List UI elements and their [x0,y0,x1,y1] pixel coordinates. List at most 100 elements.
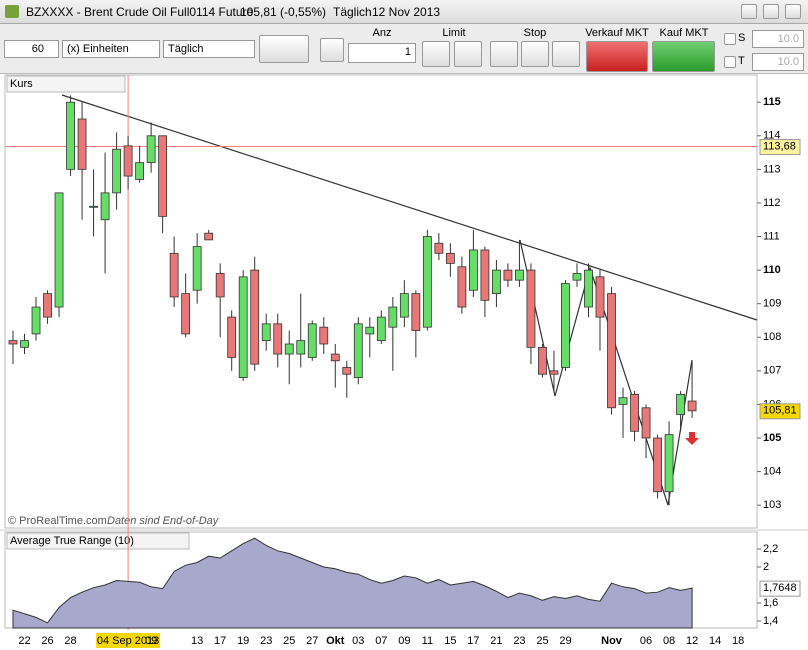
limit-buy[interactable] [422,41,450,67]
crosshair-label-box [759,139,801,156]
chart: Kurs Average True Range (10) © ProRealTi… [0,74,808,648]
toolbar: 60 (x) Einheiten Täglich Anz 1 Limit Sto… [0,24,808,74]
cursor-date-box [96,633,161,648]
t-check[interactable] [724,56,736,68]
y-tick-label: 108 [763,331,781,343]
candle-body [146,135,156,164]
period-select[interactable]: Täglich [163,40,255,58]
sell-button[interactable] [586,41,648,72]
s-value[interactable]: 10.0 [752,30,804,48]
atr-tick-label: 2,2 [763,543,778,555]
candle-body [411,293,421,331]
price-panel [4,74,758,529]
candle-body [227,316,237,358]
y-tick-label: 113 [763,163,781,175]
x-tick-label: 17 [467,635,479,647]
atr-last-label-box [759,580,801,597]
y-tick-label: 112 [763,197,781,209]
last-price-label-box [759,403,801,420]
y-tick-label: 115 [763,96,781,108]
candle-body [100,192,110,221]
x-tick-label: 27 [306,635,318,647]
candle-body [181,293,191,335]
x-tick-label: 18 [732,635,744,647]
candle-body [607,293,616,409]
x-tick-label: 06 [640,635,652,647]
candle-body [526,269,536,348]
close[interactable] [785,4,801,19]
candle-body [43,293,52,318]
candle-body [296,340,306,355]
candle-body [307,323,317,358]
data-note: Daten sind End-of-Day [107,515,220,527]
candle-body [8,340,18,345]
buy-button[interactable] [652,41,715,72]
candle-body [112,148,121,194]
candle-body [54,192,64,308]
candle-body [192,246,202,291]
x-tick-label: 13 [191,635,203,647]
candle-body [595,276,605,318]
title-bar: BZXXXX - Brent Crude Oil Full0114 Future… [0,0,808,24]
qty[interactable]: 1 [348,43,416,63]
y-tick-label: 107 [763,365,781,377]
period: Täglich [333,5,372,19]
candle-body [468,249,478,291]
y-tick-label: 103 [763,499,781,511]
candle-body [388,306,398,328]
candle-body [20,340,29,348]
y-tick-label: 104 [763,465,781,477]
candle-body [434,242,444,254]
candle-body [641,407,651,439]
candle-body [353,323,363,378]
x-tick-label: 22 [18,635,30,647]
candle-body [204,232,214,241]
candle-body [250,269,260,365]
candle-body [365,326,375,335]
atr-last-label: 1,7648 [763,582,797,594]
x-tick-label: 29 [559,635,571,647]
x-tick-label: Nov [601,635,623,647]
symbol: BZXXXX - Brent Crude Oil Full0114 Future [26,5,254,19]
settings-button[interactable] [320,38,344,62]
maximize[interactable] [763,4,779,19]
zigzag [519,239,693,506]
s-check[interactable] [724,33,736,45]
candle-body [584,269,593,308]
candle-body [561,283,570,368]
panel-header [6,75,126,93]
candle-body [238,276,248,378]
candle-body [123,145,133,177]
indicator-button[interactable] [259,35,309,63]
app-icon [5,5,19,18]
x-tick-label: 23 [513,635,525,647]
y-tick-label: 110 [763,264,781,276]
x-tick-label: 25 [536,635,548,647]
candle-body [538,346,547,375]
stop-other[interactable] [552,41,580,67]
stop-sell[interactable] [521,41,549,67]
candle-body [618,397,628,405]
atr-title: Average True Range (10) [10,535,134,547]
limit-sell[interactable] [454,41,482,67]
t-value[interactable]: 10.0 [752,53,804,71]
x-tick-label: 23 [260,635,272,647]
candle-body [215,273,225,298]
minimize[interactable] [741,4,757,19]
candle-body [664,434,674,493]
units-count[interactable]: 60 [4,40,59,58]
candle-body [261,323,271,342]
x-tick-label: 08 [663,635,675,647]
candle-body [653,437,662,493]
candle-body [89,205,98,208]
units[interactable]: (x) Einheiten [62,40,160,58]
quote: 105,81 (-0,55%) [240,5,327,19]
buy-label: Kauf MKT [659,27,709,39]
candle-body [66,101,75,170]
x-tick-label: 26 [41,635,53,647]
candle-body [480,249,490,301]
x-tick-label: 03 [352,635,364,647]
candle-body [77,118,87,170]
stop-buy[interactable] [490,41,518,67]
